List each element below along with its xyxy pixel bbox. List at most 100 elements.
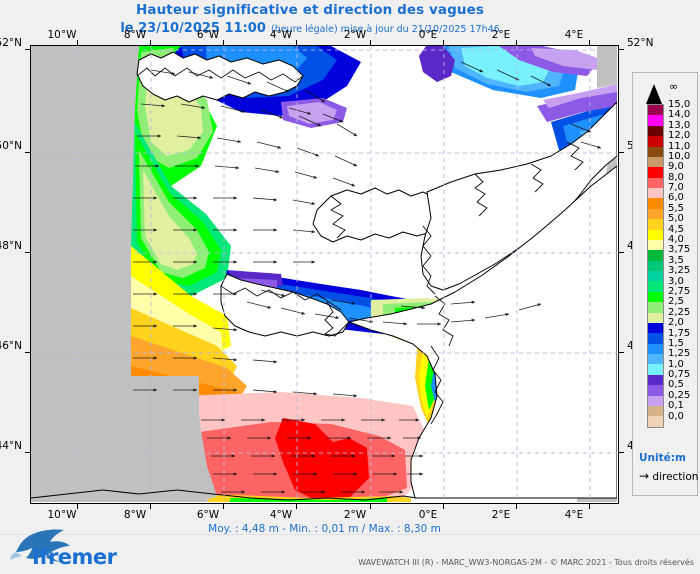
colorbar-tick-label: 2,5 xyxy=(668,296,684,308)
colorbar-tick-label: 2,75 xyxy=(668,285,691,297)
lon-label-bottom: 10°W xyxy=(47,509,77,521)
colorbar-band xyxy=(648,260,663,271)
lon-tick-bottom xyxy=(150,504,151,509)
colorbar-tick-label: 0,0 xyxy=(668,410,684,422)
lon-label-bottom: 2°W xyxy=(343,509,367,521)
colorbar-tick-label: 1,75 xyxy=(668,327,691,339)
credits-text: WAVEWATCH III (R) - MARC_WW3-NORGAS-2M -… xyxy=(358,558,694,567)
lon-label-bottom: 8°W xyxy=(123,509,147,521)
lon-tick xyxy=(223,40,224,45)
lat-label-left: 48°N xyxy=(0,240,22,252)
colorbar-band xyxy=(648,322,663,334)
unit-label: Unité:m xyxy=(639,452,686,464)
lat-tick-right xyxy=(619,152,624,153)
colorbar[interactable] xyxy=(647,104,664,428)
colorbar-tick-label: 2,0 xyxy=(668,317,684,329)
colorbar-tick-label: 7,0 xyxy=(668,182,684,194)
colorbar-tick-label: 1,25 xyxy=(668,348,691,360)
lon-label-bottom: 2°E xyxy=(491,509,511,521)
lat-label-right: 52°N xyxy=(627,37,654,49)
colorbar-tick-label: 0,75 xyxy=(668,369,691,381)
lon-label-bottom: 4°W xyxy=(269,509,293,521)
colorbar-tick-label: 11,0 xyxy=(668,140,691,152)
colorbar-band xyxy=(648,250,663,261)
lon-label-top: 10°W xyxy=(47,29,77,41)
colorbar-band xyxy=(648,343,663,354)
colorbar-band xyxy=(648,416,663,427)
lon-tick xyxy=(516,40,517,45)
lon-label-top: 4°W xyxy=(269,29,293,41)
direction-legend-label: direction xyxy=(652,471,699,483)
colorbar-tick-label: 15,0 xyxy=(668,99,691,110)
colorbar-band xyxy=(648,364,663,375)
lon-tick xyxy=(296,40,297,45)
colorbar-band xyxy=(648,333,663,344)
colorbar-tick-label: 6,0 xyxy=(668,192,684,204)
lat-label-left: 46°N xyxy=(0,340,22,352)
lon-label-top: 6°W xyxy=(196,29,220,41)
colorbar-tick-label: 0,5 xyxy=(668,379,684,391)
lon-tick-bottom xyxy=(589,504,590,509)
colorbar-tick-label: 5,5 xyxy=(668,202,684,214)
colorbar-band xyxy=(648,146,663,157)
map-frame xyxy=(30,45,619,504)
colorbar-tick-label: 10,0 xyxy=(668,150,691,162)
colorbar-band xyxy=(648,354,663,365)
colorbar-tick-label: 1,0 xyxy=(668,358,684,370)
wave-height-map xyxy=(31,46,617,502)
colorbar-band xyxy=(648,208,663,220)
sw-mask xyxy=(130,376,207,502)
statistics-line: Moy. : 4,48 m - Min. : 0,01 m / Max. : 8… xyxy=(208,523,441,535)
lat-label-left: 52°N xyxy=(0,37,22,49)
lon-tick-bottom xyxy=(77,504,78,509)
lat-tick xyxy=(25,152,30,153)
legend-panel xyxy=(632,72,698,496)
colorbar-tick-label: 4,5 xyxy=(668,223,684,235)
colorbar-band xyxy=(648,385,663,396)
lat-tick-right xyxy=(619,452,624,453)
colorbar-tick-label: 1,5 xyxy=(668,337,684,349)
lat-tick-right xyxy=(619,352,624,353)
colorbar-band xyxy=(648,291,663,303)
direction-arrow-icon: → xyxy=(639,469,650,483)
colorbar-band xyxy=(648,115,663,126)
colorbar-band xyxy=(648,302,663,313)
colorbar-band xyxy=(648,239,663,251)
colorbar-band xyxy=(648,229,663,240)
colorbar-tick-label: 2,25 xyxy=(668,306,691,318)
colorbar-band xyxy=(648,395,663,406)
lon-tick-bottom xyxy=(296,504,297,509)
colorbar-tick-label: 13,0 xyxy=(668,119,691,131)
ifremer-wordmark: Ifremer xyxy=(32,545,117,569)
lon-tick-bottom xyxy=(370,504,371,509)
lat-tick-right xyxy=(619,252,624,253)
lat-tick xyxy=(25,252,30,253)
colorbar-band xyxy=(648,405,663,417)
colorbar-tick-label: 3,0 xyxy=(668,275,684,287)
colorbar-infinity-symbol: ∞ xyxy=(669,80,679,93)
colorbar-tick-label: 0,25 xyxy=(668,389,691,401)
colorbar-tick-label: 9,0 xyxy=(668,161,684,173)
map-container[interactable] xyxy=(25,40,624,509)
colorbar-band xyxy=(648,219,663,230)
colorbar-tick-label: 3,5 xyxy=(668,254,684,266)
lon-label-top: 0°E xyxy=(418,29,438,41)
colorbar-tick-label: 4,0 xyxy=(668,234,684,246)
colorbar-band xyxy=(648,281,663,292)
colorbar-tick-label: 3,25 xyxy=(668,265,691,277)
lon-tick xyxy=(443,40,444,45)
colorbar-band xyxy=(648,188,663,199)
lat-tick xyxy=(25,352,30,353)
lon-tick xyxy=(370,40,371,45)
ifremer-logo[interactable]: Ifremer xyxy=(8,524,128,570)
colorbar-tick-label: 12,0 xyxy=(668,130,691,142)
colorbar-tick-label: 5,0 xyxy=(668,213,684,225)
colorbar-band xyxy=(648,156,663,168)
lat-label-left: 44°N xyxy=(0,440,22,452)
colorbar-band xyxy=(648,374,663,386)
lon-tick xyxy=(589,40,590,45)
colorbar-band xyxy=(648,312,663,323)
page-subtitle: le 23/10/2025 11:00 (heure légale) mise … xyxy=(0,17,620,36)
page-title: Hauteur significative et direction des v… xyxy=(135,2,485,18)
lon-tick-bottom xyxy=(223,504,224,509)
